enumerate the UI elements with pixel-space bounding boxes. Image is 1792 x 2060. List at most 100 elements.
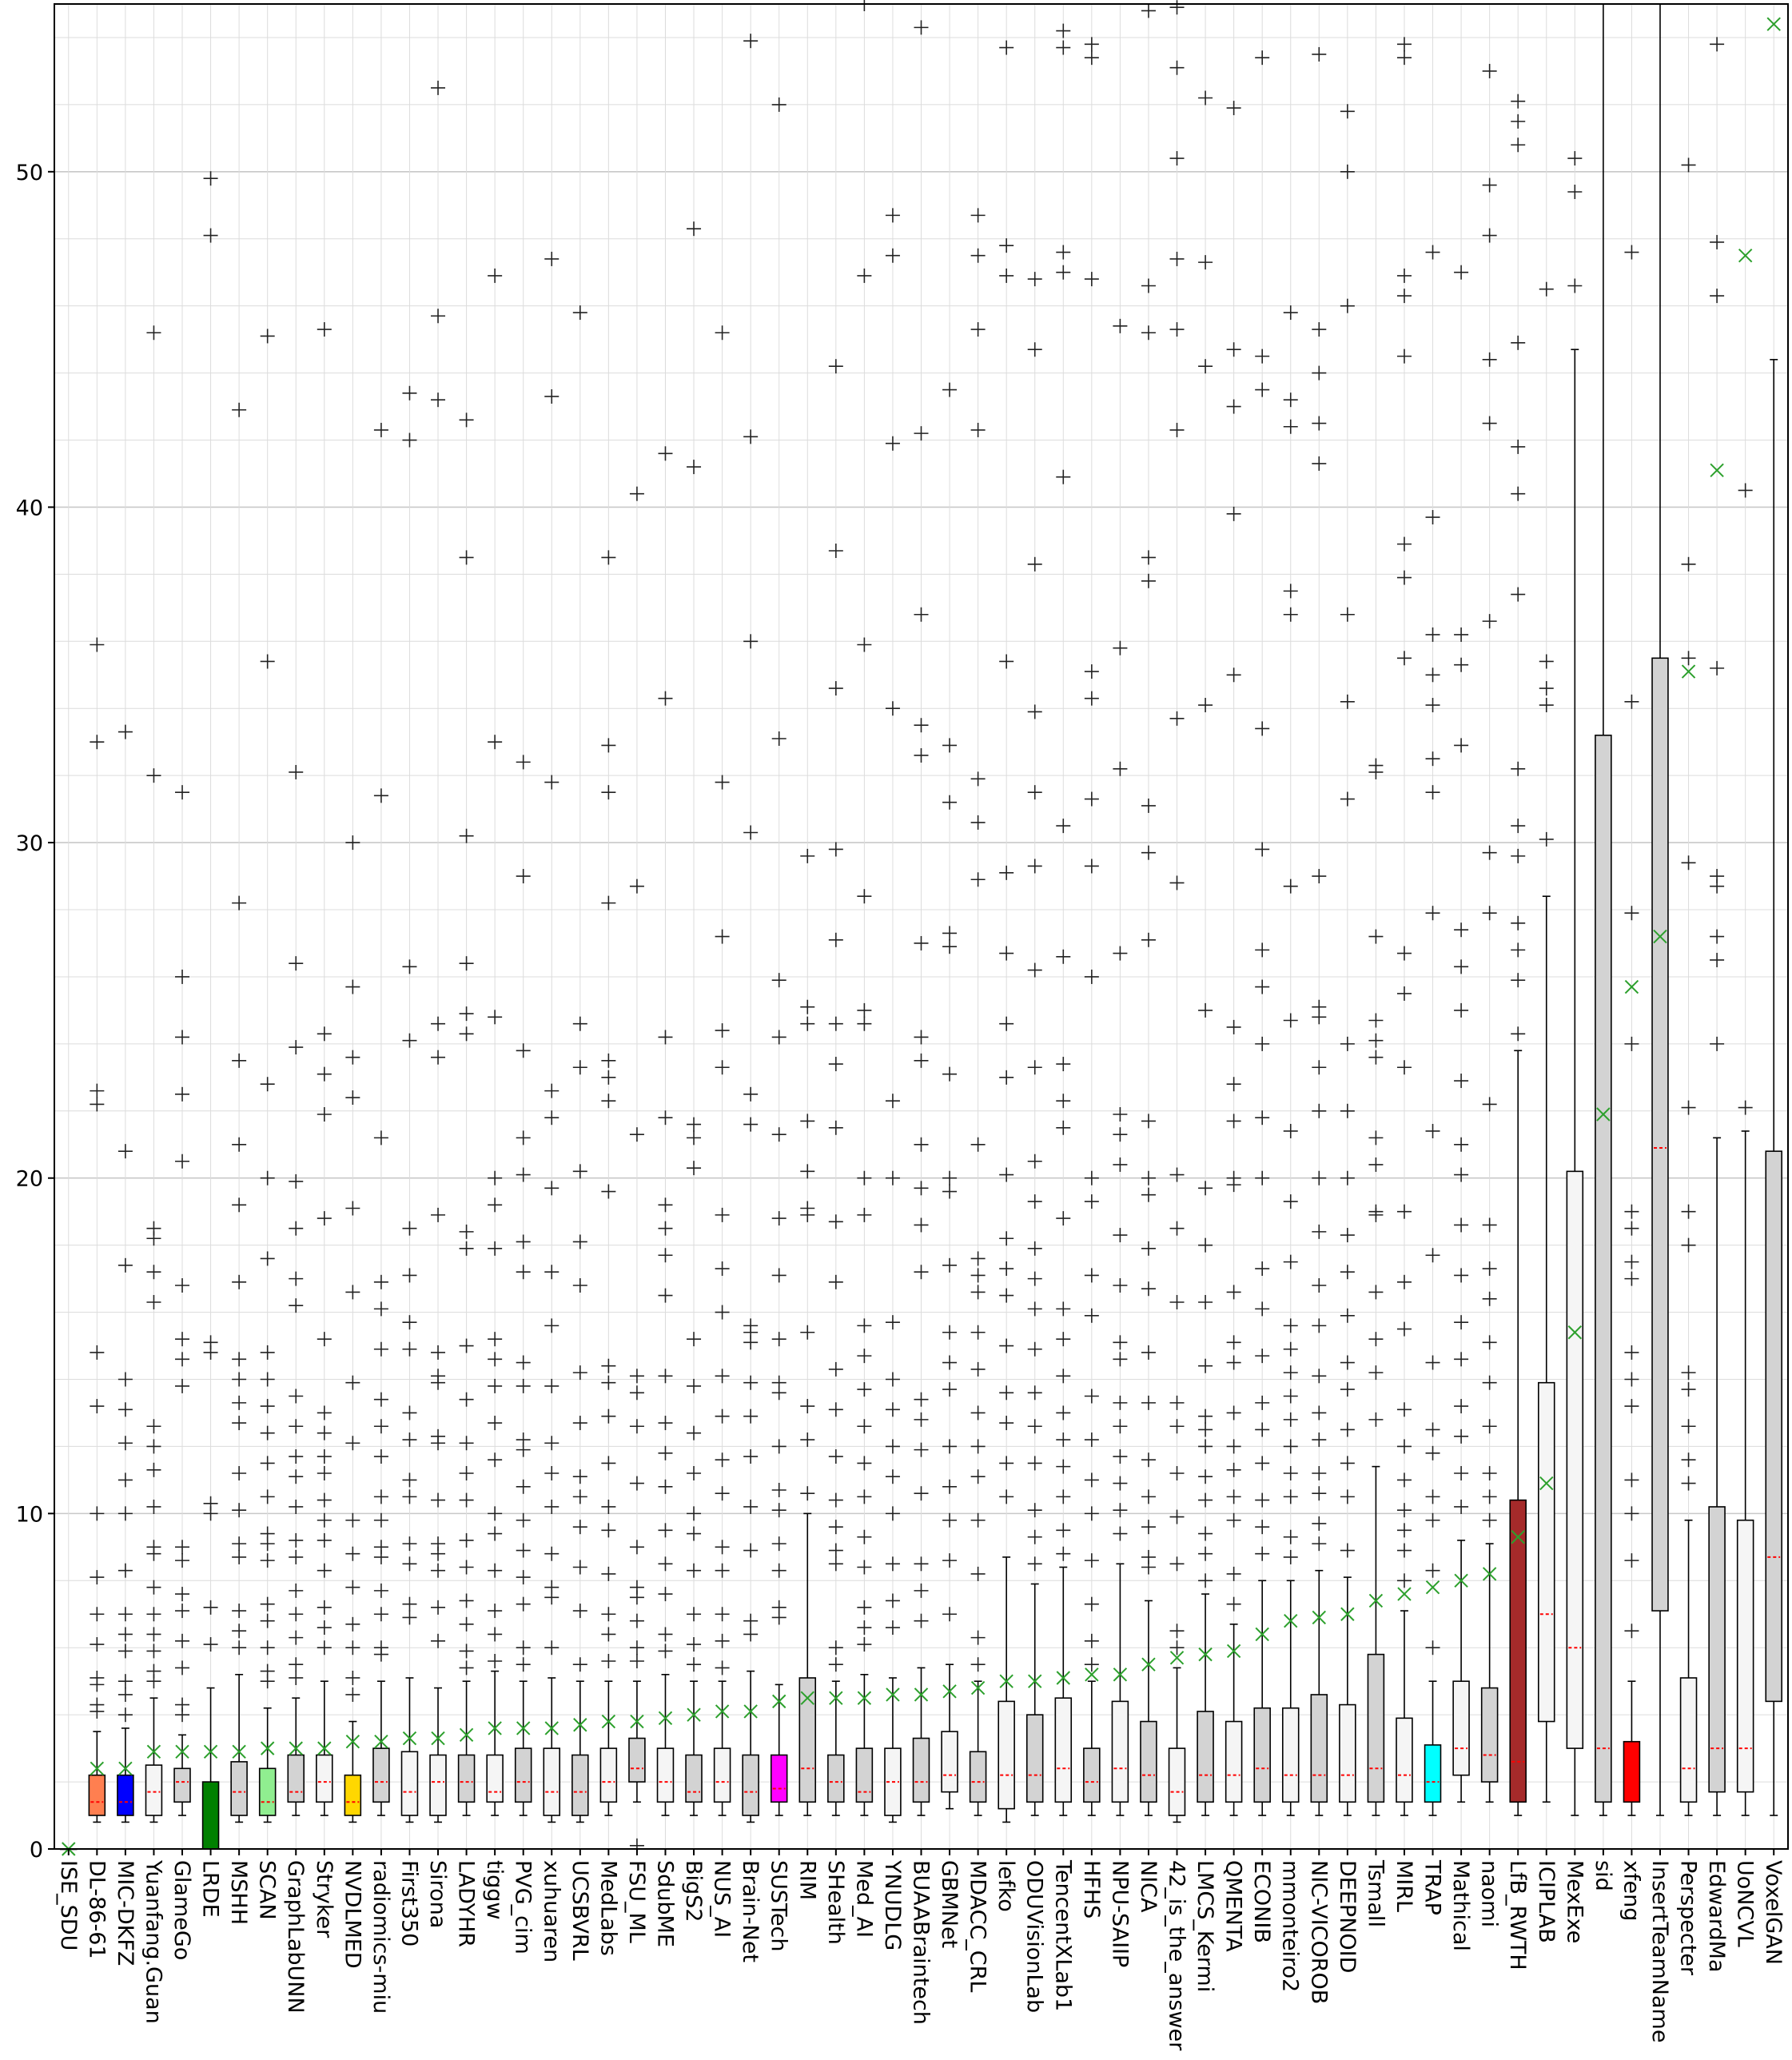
xtick-label: Med_AI xyxy=(851,1860,876,1938)
flier xyxy=(1511,94,1526,109)
flier xyxy=(914,1217,929,1233)
flier xyxy=(771,1332,786,1347)
flier xyxy=(857,1349,872,1364)
flier xyxy=(516,1479,531,1494)
flier xyxy=(317,1466,332,1481)
flier xyxy=(658,1523,673,1538)
box-body xyxy=(770,1754,788,1803)
mean-marker xyxy=(1284,1613,1298,1628)
box-sid xyxy=(1595,4,1612,1816)
flier xyxy=(771,731,786,747)
flier xyxy=(90,1670,105,1685)
flier xyxy=(885,1439,900,1454)
flier xyxy=(1454,627,1469,642)
flier xyxy=(914,1583,929,1598)
mean-marker xyxy=(942,1684,957,1699)
flier xyxy=(1169,1556,1185,1572)
flier xyxy=(1056,1546,1071,1561)
flier xyxy=(885,1170,900,1185)
flier xyxy=(885,436,900,451)
flier xyxy=(1198,1439,1213,1454)
ytick-label: 40 xyxy=(16,496,43,520)
flier xyxy=(317,1449,332,1464)
box-body xyxy=(344,1774,362,1816)
flier xyxy=(771,1536,786,1552)
mean-marker xyxy=(715,1704,730,1719)
box-NVDLMED xyxy=(344,835,362,1823)
flier xyxy=(1084,664,1099,679)
flier xyxy=(1482,63,1497,78)
flier xyxy=(1710,234,1725,249)
mean-marker xyxy=(260,1741,275,1755)
flier xyxy=(146,1540,161,1555)
flier xyxy=(402,1596,417,1612)
flier xyxy=(1482,845,1497,860)
flier xyxy=(1340,1422,1355,1437)
mean-marker xyxy=(1340,1607,1355,1621)
flier xyxy=(317,1211,332,1226)
mean-marker xyxy=(289,1741,303,1755)
flier xyxy=(857,0,872,11)
flier xyxy=(459,956,474,971)
flier xyxy=(1681,1452,1696,1468)
mean-stroke-b xyxy=(772,1694,786,1709)
flier xyxy=(1141,550,1156,565)
flier xyxy=(459,1660,474,1675)
flier xyxy=(516,1640,531,1656)
flier xyxy=(232,1640,247,1656)
mean-marker xyxy=(800,1691,814,1705)
flier xyxy=(1113,1106,1128,1122)
flier xyxy=(544,1436,560,1451)
flier xyxy=(771,1439,786,1454)
flier xyxy=(1454,1268,1469,1283)
flier xyxy=(1169,151,1185,166)
flier xyxy=(1454,1217,1469,1233)
flier xyxy=(289,1499,304,1514)
flier xyxy=(1368,1130,1384,1146)
flier xyxy=(1056,819,1071,834)
flier xyxy=(1027,1194,1042,1209)
flier xyxy=(1511,439,1526,454)
mean-stroke-b xyxy=(630,1714,644,1729)
flier xyxy=(146,1580,161,1595)
flier xyxy=(942,1479,958,1494)
flier xyxy=(1511,114,1526,129)
flier xyxy=(1340,1308,1355,1323)
flier xyxy=(601,1607,616,1622)
flier xyxy=(90,1570,105,1585)
flier xyxy=(1511,486,1526,501)
flier xyxy=(459,1241,474,1256)
mean-stroke-b xyxy=(715,1704,730,1719)
flier xyxy=(857,1419,872,1434)
xtick-label: YNUDLG xyxy=(880,1859,905,1950)
mean-marker xyxy=(1539,1476,1554,1491)
flier xyxy=(1681,1100,1696,1115)
mean-marker xyxy=(1653,929,1667,944)
box-DL-86-61 xyxy=(88,637,106,1823)
box-MedLabs xyxy=(599,550,618,1816)
flier xyxy=(1084,1432,1099,1448)
flier xyxy=(1624,1221,1639,1236)
flier xyxy=(459,1436,474,1451)
flier xyxy=(1368,1365,1384,1381)
flier xyxy=(629,1419,644,1434)
flier xyxy=(431,1492,446,1508)
flier xyxy=(572,1365,587,1381)
xtick-label: mmonteiro2 xyxy=(1278,1860,1303,1992)
flier xyxy=(544,775,560,790)
flier xyxy=(1226,1489,1241,1504)
box-body xyxy=(88,1774,106,1816)
flier xyxy=(658,1627,673,1642)
mean-marker xyxy=(886,1687,900,1702)
flier xyxy=(857,1489,872,1504)
box-body xyxy=(1623,1740,1641,1803)
flier xyxy=(601,1358,616,1373)
flier xyxy=(942,795,958,810)
flier xyxy=(629,1369,644,1384)
flier xyxy=(715,1023,730,1038)
flier xyxy=(1396,536,1412,552)
flier xyxy=(1283,392,1298,408)
flier xyxy=(857,1318,872,1333)
flier xyxy=(317,1106,332,1122)
box-body xyxy=(372,1747,390,1803)
